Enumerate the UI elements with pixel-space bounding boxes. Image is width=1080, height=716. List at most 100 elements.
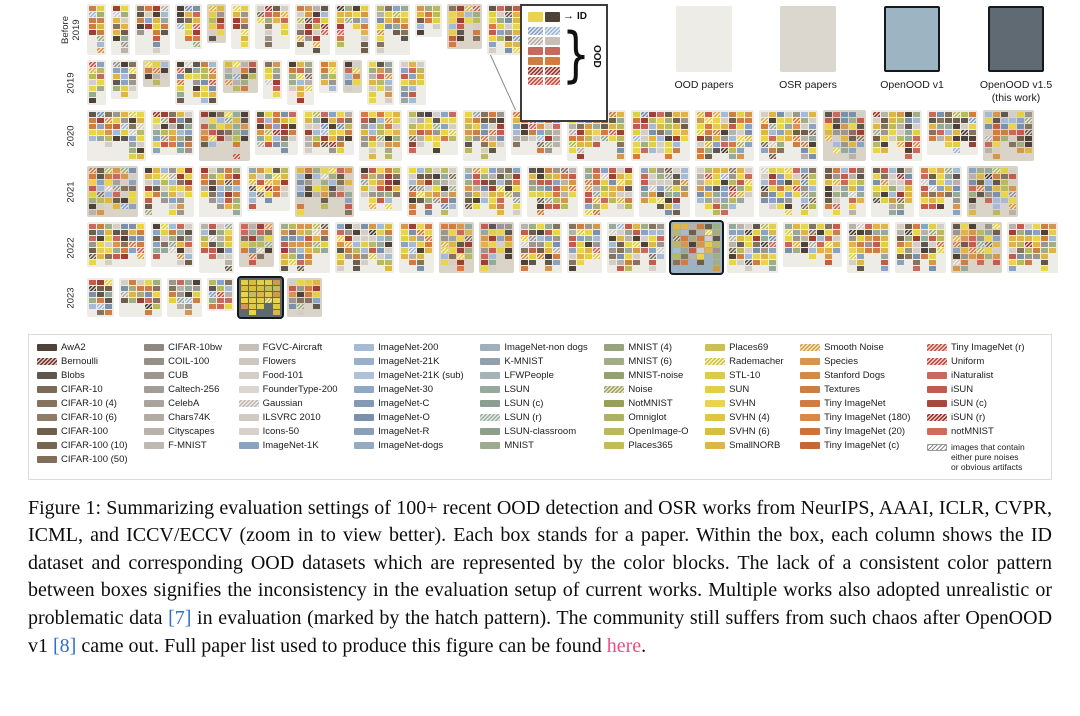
caption-text: Figure 1: Summarizing evaluation setting… [28,496,1052,629]
dataset-column [225,280,232,309]
legend-color-swatch [926,343,947,351]
paper-row: Before 2019 [60,4,1058,55]
dataset-column [249,224,256,265]
row-boxes [87,222,1058,273]
dataset-column [209,6,216,41]
legend-note: images that contain either pure noises or … [926,442,1043,473]
legend-entry-name: Smooth Noise [824,341,884,353]
dataset-column [905,112,912,159]
paper-box [319,60,338,93]
dataset-column [441,168,448,215]
dataset-column [297,224,304,271]
dataset-column [481,168,488,215]
dataset-column [977,168,984,215]
dataset-column [489,168,496,215]
dataset-column [129,112,136,159]
dataset-column [193,62,200,103]
dataset-column [1001,168,1008,215]
dataset-column [337,168,344,215]
dataset-column [153,6,160,53]
citation-link[interactable]: [8] [53,634,77,657]
dataset-column [729,168,736,215]
dataset-column [817,224,824,265]
legend-entry: Tiny ImageNet (c) [800,439,910,452]
dataset-column [1041,224,1048,271]
legend-entry-name: SVHN (4) [729,411,770,423]
dataset-column [745,168,752,215]
paper-box [359,110,402,161]
dataset-column [145,280,152,315]
legend-entry: iSUN [926,383,1043,396]
dataset-column [265,112,272,153]
legend-item-openood-v1-5: OpenOOD v1.5 (this work) [976,6,1056,105]
dataset-column [369,224,376,271]
dataset-column [113,168,120,215]
inset-id-row: → ID [528,11,603,22]
dataset-column [849,168,856,215]
legend-item-openood-v1: OpenOOD v1 [872,6,952,105]
legend-color-swatch [800,441,821,449]
dataset-column [969,112,976,153]
dataset-column [297,168,304,215]
paper-box [607,222,666,273]
legend-color-swatch [480,385,501,393]
dataset-column [521,224,528,271]
dataset-column [569,224,576,271]
dataset-column [377,62,384,103]
dataset-column [897,112,904,159]
legend-color-swatch [480,343,501,351]
legend-entry-name: Icons-50 [262,425,300,437]
legend-color-swatch [926,399,947,407]
paper-box [295,4,330,55]
dataset-column [681,112,688,159]
dataset-column [945,168,952,215]
dataset-column [681,224,688,271]
dataset-column [233,168,240,215]
legend-item-osr-papers: OSR papers [768,6,848,105]
inset-id-label: ID [577,11,587,22]
paper-row: 2023 [62,278,1058,317]
paper-box [463,166,522,217]
openood-v15-box [239,278,282,317]
dataset-column [969,168,976,215]
citation-link[interactable]: [7] [168,606,192,629]
dataset-column [217,280,224,309]
legend-entry-name: MNIST (4) [628,341,672,353]
dataset-column [481,224,488,271]
legend-color-swatch [800,385,821,393]
dataset-column [425,112,432,153]
legend-entry-name: Tiny ImageNet (c) [824,439,900,451]
legend-entry: Food-101 [238,369,338,382]
dataset-column [873,224,880,271]
dataset-column [273,168,280,209]
dataset-column [825,224,832,265]
external-link[interactable]: here [606,634,642,657]
dataset-column [273,6,280,47]
dataset-column [249,62,256,91]
dataset-column [793,224,800,265]
legend-entry-name: STL-10 [729,369,761,381]
dataset-column [793,112,800,159]
paper-box [479,222,514,273]
dataset-column [657,168,664,215]
dataset-column [185,224,192,265]
openood-v1-box [671,222,722,273]
dataset-column [713,112,720,159]
legend-entry: ImageNet-C [354,397,464,410]
inset-ood-row: } OOD [528,26,603,85]
legend-entry-name: Species [824,355,858,367]
legend-entry-name: CUB [168,369,189,381]
dataset-column [281,6,288,47]
dataset-column [897,224,904,271]
legend-entry: LSUN (r) [480,411,587,424]
legend-color-swatch [604,441,625,449]
paper-box [143,60,170,87]
caption-text: in evaluation (marked by the hatch patte… [28,606,1053,657]
dataset-column [409,224,416,271]
dataset-column [193,280,200,315]
paper-row: 2020 [62,110,1058,161]
dataset-column [289,112,296,153]
legend-entry: Tiny ImageNet [800,397,910,410]
dataset-column [801,224,808,265]
dataset-column [969,224,976,271]
